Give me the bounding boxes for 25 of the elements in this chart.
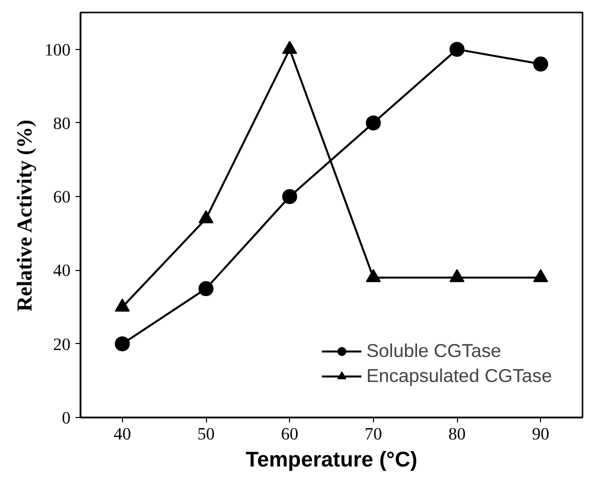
x-tick-label: 90 bbox=[532, 424, 550, 444]
point bbox=[450, 269, 464, 282]
point bbox=[114, 298, 130, 312]
y-tick-label: 40 bbox=[53, 261, 70, 280]
point bbox=[366, 115, 381, 130]
x-tick-label: 60 bbox=[281, 424, 298, 444]
point bbox=[533, 269, 548, 282]
y-tick-label: 60 bbox=[53, 188, 70, 207]
x-tick-label: 50 bbox=[197, 424, 215, 444]
y-tick-label: 20 bbox=[53, 334, 70, 354]
y-axis-title: Relative Activity (%) bbox=[12, 120, 37, 312]
point bbox=[533, 56, 548, 72]
x-tick-label: 80 bbox=[448, 424, 466, 444]
y-tick-label: 100 bbox=[44, 40, 71, 60]
x-axis-title: Temperature (°C) bbox=[246, 448, 418, 472]
y-tick-label: 80 bbox=[53, 114, 70, 133]
point bbox=[450, 42, 464, 57]
x-tick-label: 40 bbox=[114, 424, 131, 444]
legend-label: Soluble CGTase bbox=[366, 340, 502, 362]
x-tick-label: 70 bbox=[364, 424, 382, 444]
point bbox=[282, 189, 298, 204]
point bbox=[198, 210, 214, 224]
y-tick-label: 0 bbox=[62, 408, 71, 428]
legend-label: Encapsulated CGTase bbox=[366, 365, 552, 387]
point bbox=[366, 269, 381, 282]
